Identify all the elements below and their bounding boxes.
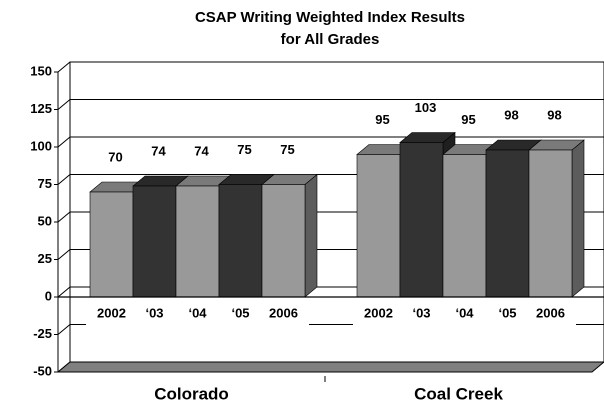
y-tick-label: 25 (38, 251, 52, 266)
series-label: 2002 (364, 305, 393, 320)
data-label: 74 (194, 143, 209, 158)
y-tick-label: 75 (38, 176, 52, 191)
data-label: 95 (461, 112, 475, 127)
category-label: Colorado (154, 384, 229, 403)
bar (89, 191, 134, 298)
bar (261, 184, 306, 298)
data-label: 95 (375, 112, 389, 127)
bar-side (304, 173, 318, 298)
bar (356, 154, 401, 298)
label-band (353, 303, 576, 325)
data-label: 75 (237, 142, 251, 157)
data-label: 70 (108, 149, 122, 164)
series-label: 2006 (536, 305, 565, 320)
y-tick-label: -50 (33, 363, 52, 378)
y-tick-label: 125 (30, 101, 52, 116)
series-label: ‘04 (188, 305, 207, 320)
bar (528, 149, 573, 298)
series-label: ‘05 (231, 305, 249, 320)
series-label: ‘03 (412, 305, 430, 320)
y-tick-label: 0 (45, 288, 52, 303)
floor (56, 361, 604, 373)
series-label: ‘04 (455, 305, 474, 320)
y-tick-label: 50 (38, 213, 52, 228)
y-tick-label: 100 (30, 138, 52, 153)
bar (442, 154, 487, 298)
bar (175, 185, 220, 298)
data-label: 98 (547, 107, 561, 122)
series-label: ‘05 (498, 305, 516, 320)
y-tick-label: -25 (33, 326, 52, 341)
chart-title: for All Grades (281, 31, 380, 48)
data-label: 74 (151, 143, 166, 158)
series-label: ‘03 (145, 305, 163, 320)
series-label: 2006 (269, 305, 298, 320)
bar (218, 184, 263, 298)
chart-title: CSAP Writing Weighted Index Results (195, 9, 465, 26)
y-tick-label: 150 (30, 63, 52, 78)
series-label: 2002 (97, 305, 126, 320)
bar-side (571, 139, 585, 298)
category-label: Coal Creek (414, 384, 503, 403)
bar (132, 185, 177, 298)
label-band (86, 303, 309, 325)
data-label: 75 (280, 142, 294, 157)
bar (399, 142, 444, 298)
data-label: 98 (504, 107, 518, 122)
data-label: 103 (415, 100, 437, 115)
bar (485, 149, 530, 298)
